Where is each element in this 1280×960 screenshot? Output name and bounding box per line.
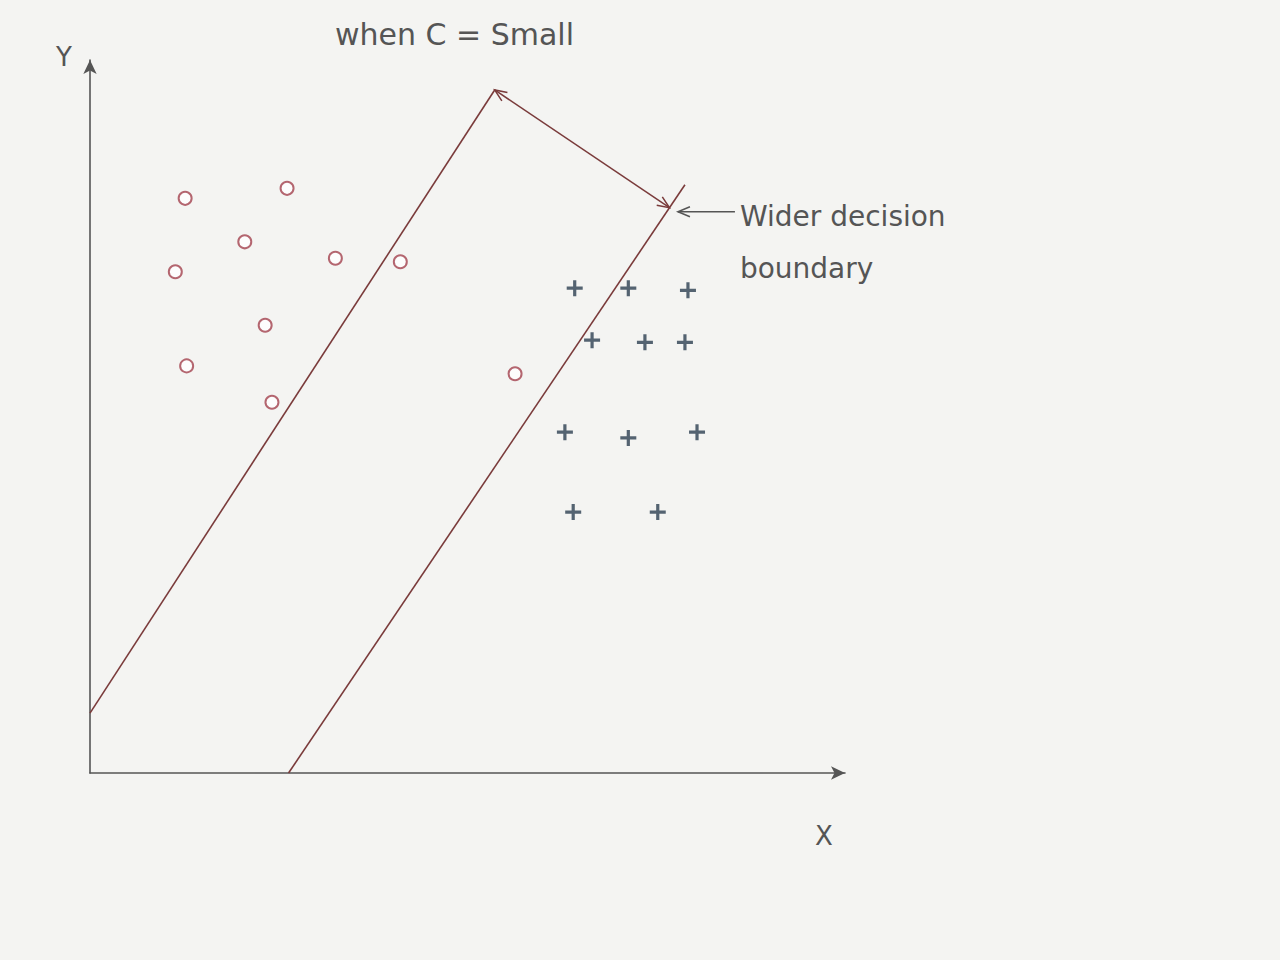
svg-text:boundary: boundary [740,252,873,285]
svg-text:Y: Y [55,42,72,72]
svg-text:Wider decision: Wider decision [740,200,946,233]
svg-text:when C = Small: when C = Small [335,17,574,52]
svg-text:X: X [815,821,833,851]
